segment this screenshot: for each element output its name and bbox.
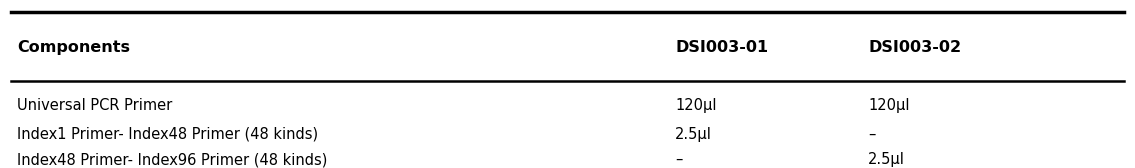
- Text: –: –: [868, 127, 875, 142]
- Text: 2.5μl: 2.5μl: [868, 152, 905, 167]
- Text: 2.5μl: 2.5μl: [675, 127, 712, 142]
- Text: Index1 Primer- Index48 Primer (48 kinds): Index1 Primer- Index48 Primer (48 kinds): [17, 127, 318, 142]
- Text: 120μl: 120μl: [675, 98, 717, 113]
- Text: DSI003-02: DSI003-02: [868, 39, 961, 55]
- Text: Components: Components: [17, 39, 131, 55]
- Text: Index48 Primer- Index96 Primer (48 kinds): Index48 Primer- Index96 Primer (48 kinds…: [17, 152, 327, 167]
- Text: Universal PCR Primer: Universal PCR Primer: [17, 98, 173, 113]
- Text: 120μl: 120μl: [868, 98, 910, 113]
- Text: –: –: [675, 152, 682, 167]
- Text: DSI003-01: DSI003-01: [675, 39, 768, 55]
